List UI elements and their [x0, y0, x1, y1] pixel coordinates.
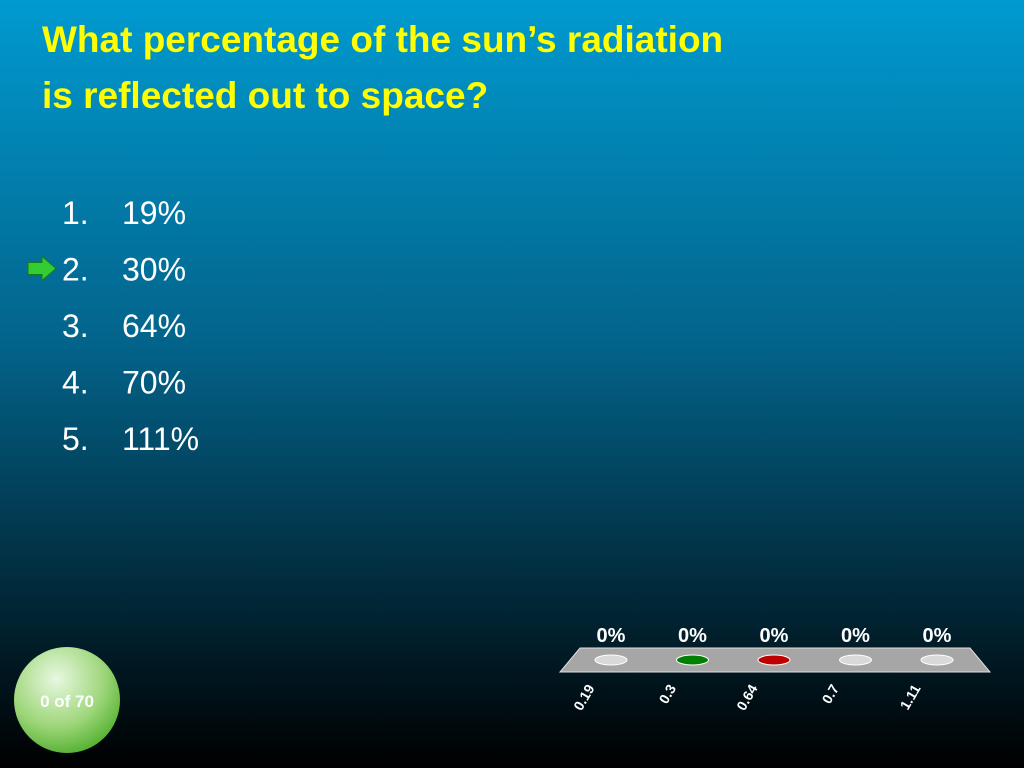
answer-text: 30%	[122, 252, 186, 288]
bar-base	[757, 654, 791, 666]
answer-text: 111%	[122, 421, 199, 457]
answer-text: 19%	[122, 195, 186, 231]
value-label: 0%	[841, 625, 870, 647]
bar-base	[839, 654, 872, 666]
title-line: is reflected out to space?	[42, 75, 488, 116]
correct-arrow	[27, 255, 57, 282]
title-line: What percentage of the sun’s radiation	[42, 19, 723, 60]
bar-base	[920, 654, 954, 666]
answer-number: 4.	[62, 365, 89, 401]
answer-number: 1.	[62, 195, 89, 231]
bar-base	[594, 654, 628, 666]
answer-text: 70%	[122, 365, 186, 401]
answer-number: 3.	[62, 308, 89, 344]
response-counter-badge	[14, 647, 120, 753]
answer-number: 5.	[62, 421, 89, 457]
response-counter: 0 of 70	[40, 692, 94, 711]
value-label: 0%	[923, 625, 952, 647]
value-label: 0%	[597, 625, 626, 647]
bar-base	[676, 654, 709, 666]
value-label: 0%	[760, 625, 789, 647]
answer-number: 2.	[62, 252, 89, 288]
value-label: 0%	[678, 625, 707, 647]
answer-text: 64%	[122, 308, 186, 344]
